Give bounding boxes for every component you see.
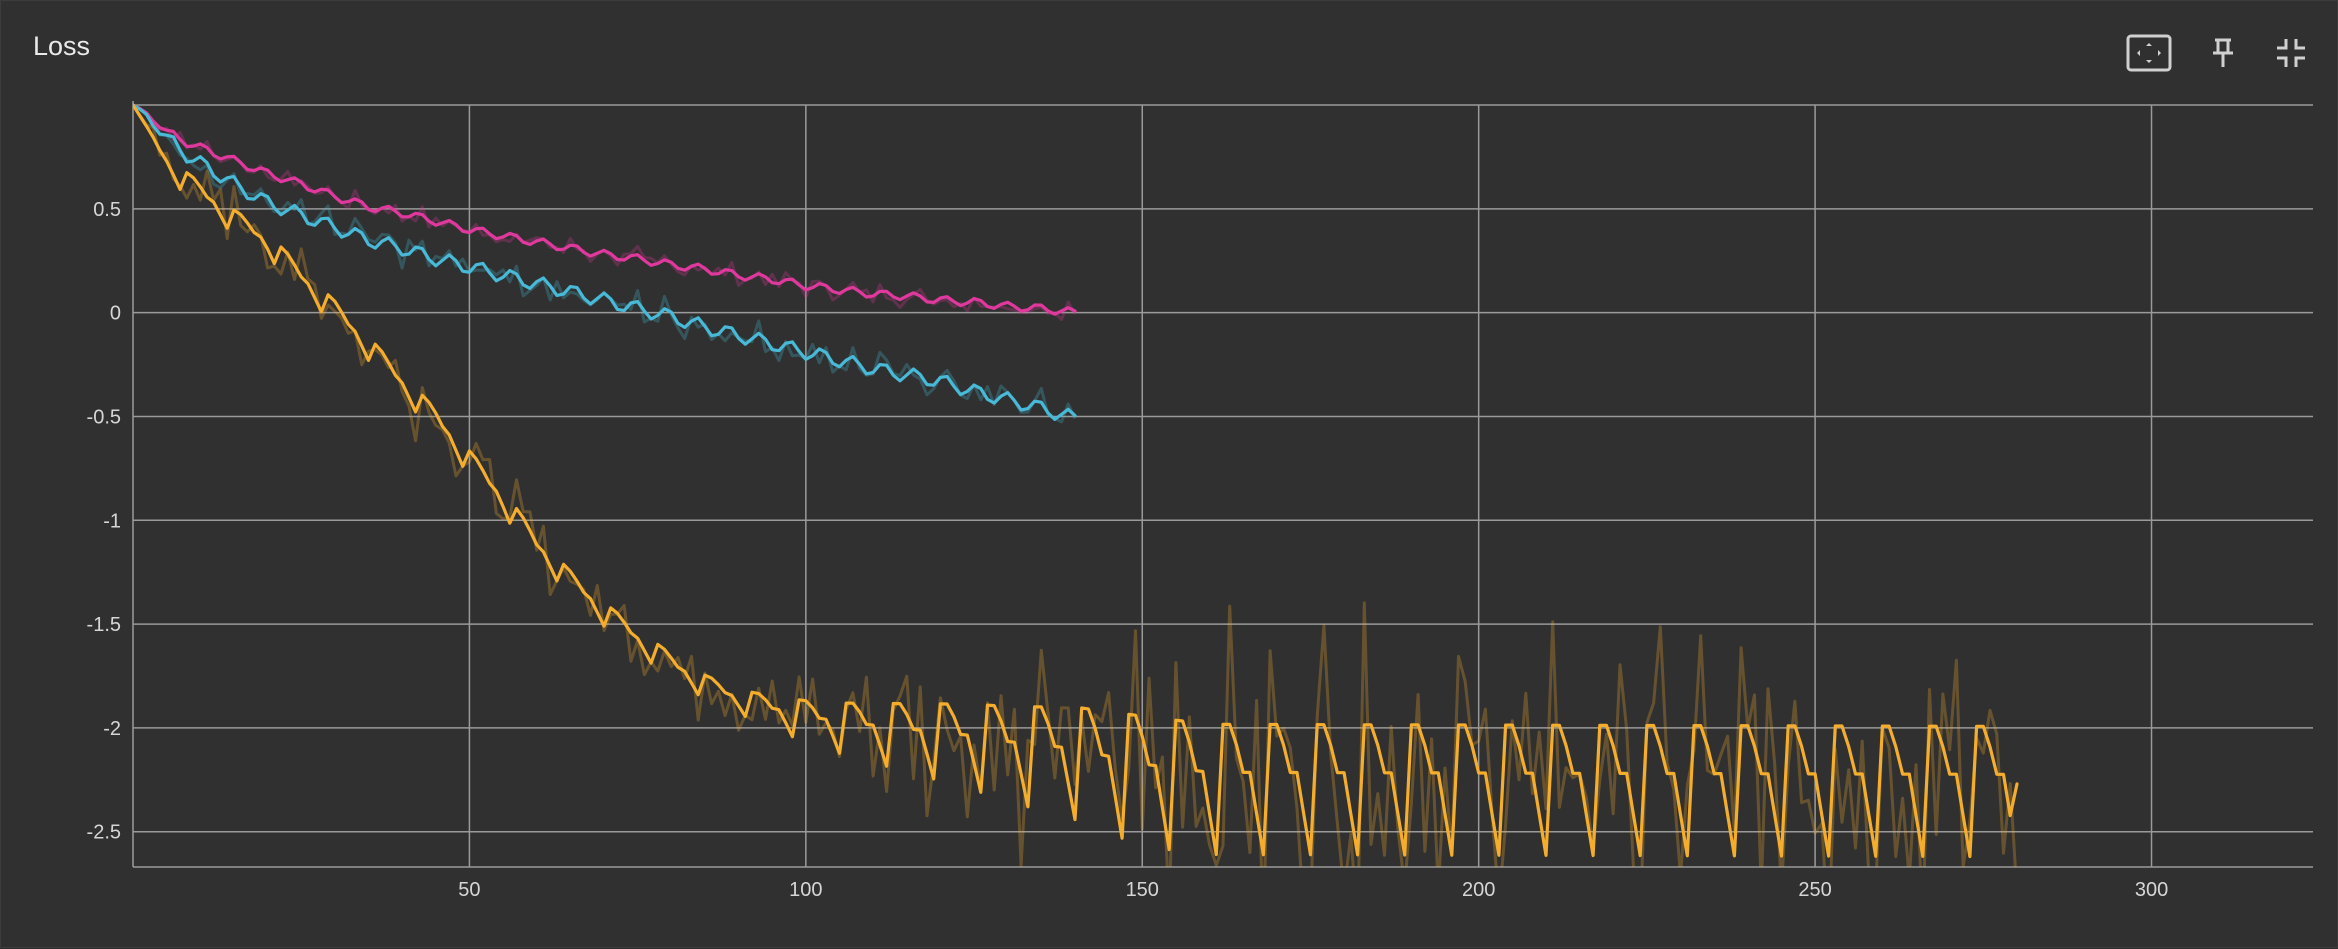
collapse-button[interactable]	[2259, 21, 2323, 85]
y-tick-label: -2.5	[87, 822, 121, 844]
y-tick-label: 0.5	[93, 199, 121, 221]
y-tick-label: -2	[103, 718, 121, 740]
y-tick-label: -0.5	[87, 406, 121, 428]
y-tick-label: -1.5	[87, 614, 121, 636]
y-tick-label: 0	[110, 303, 121, 325]
pin-icon	[2213, 38, 2233, 67]
x-tick-label: 50	[458, 879, 480, 901]
smoothed-series-layer	[133, 103, 2019, 859]
smoothed-series-line	[133, 103, 1077, 421]
collapse-icon	[2277, 39, 2305, 67]
x-tick-label: 250	[1798, 879, 1831, 901]
x-tick-label: 300	[2135, 879, 2168, 901]
pin-button[interactable]	[2191, 21, 2255, 85]
card-header: Loss	[1, 1, 2338, 101]
raw-series-line	[133, 104, 2017, 867]
smoothed-series-line	[133, 103, 2019, 859]
chart-axes: 0.5 0 -0.5 -1 -1.5 -2 -2.5 50 100 150 200 250 300	[87, 101, 2313, 901]
x-tick-label: 200	[1462, 879, 1495, 901]
fit-to-screen-icon	[2126, 34, 2172, 72]
smoothed-series-line	[133, 103, 1077, 316]
x-tick-label: 150	[1126, 879, 1159, 901]
y-tick-label: -1	[103, 510, 121, 532]
x-tick-label: 100	[789, 879, 822, 901]
fit-domain-button[interactable]	[2117, 21, 2181, 85]
card-title: Loss	[33, 31, 91, 61]
